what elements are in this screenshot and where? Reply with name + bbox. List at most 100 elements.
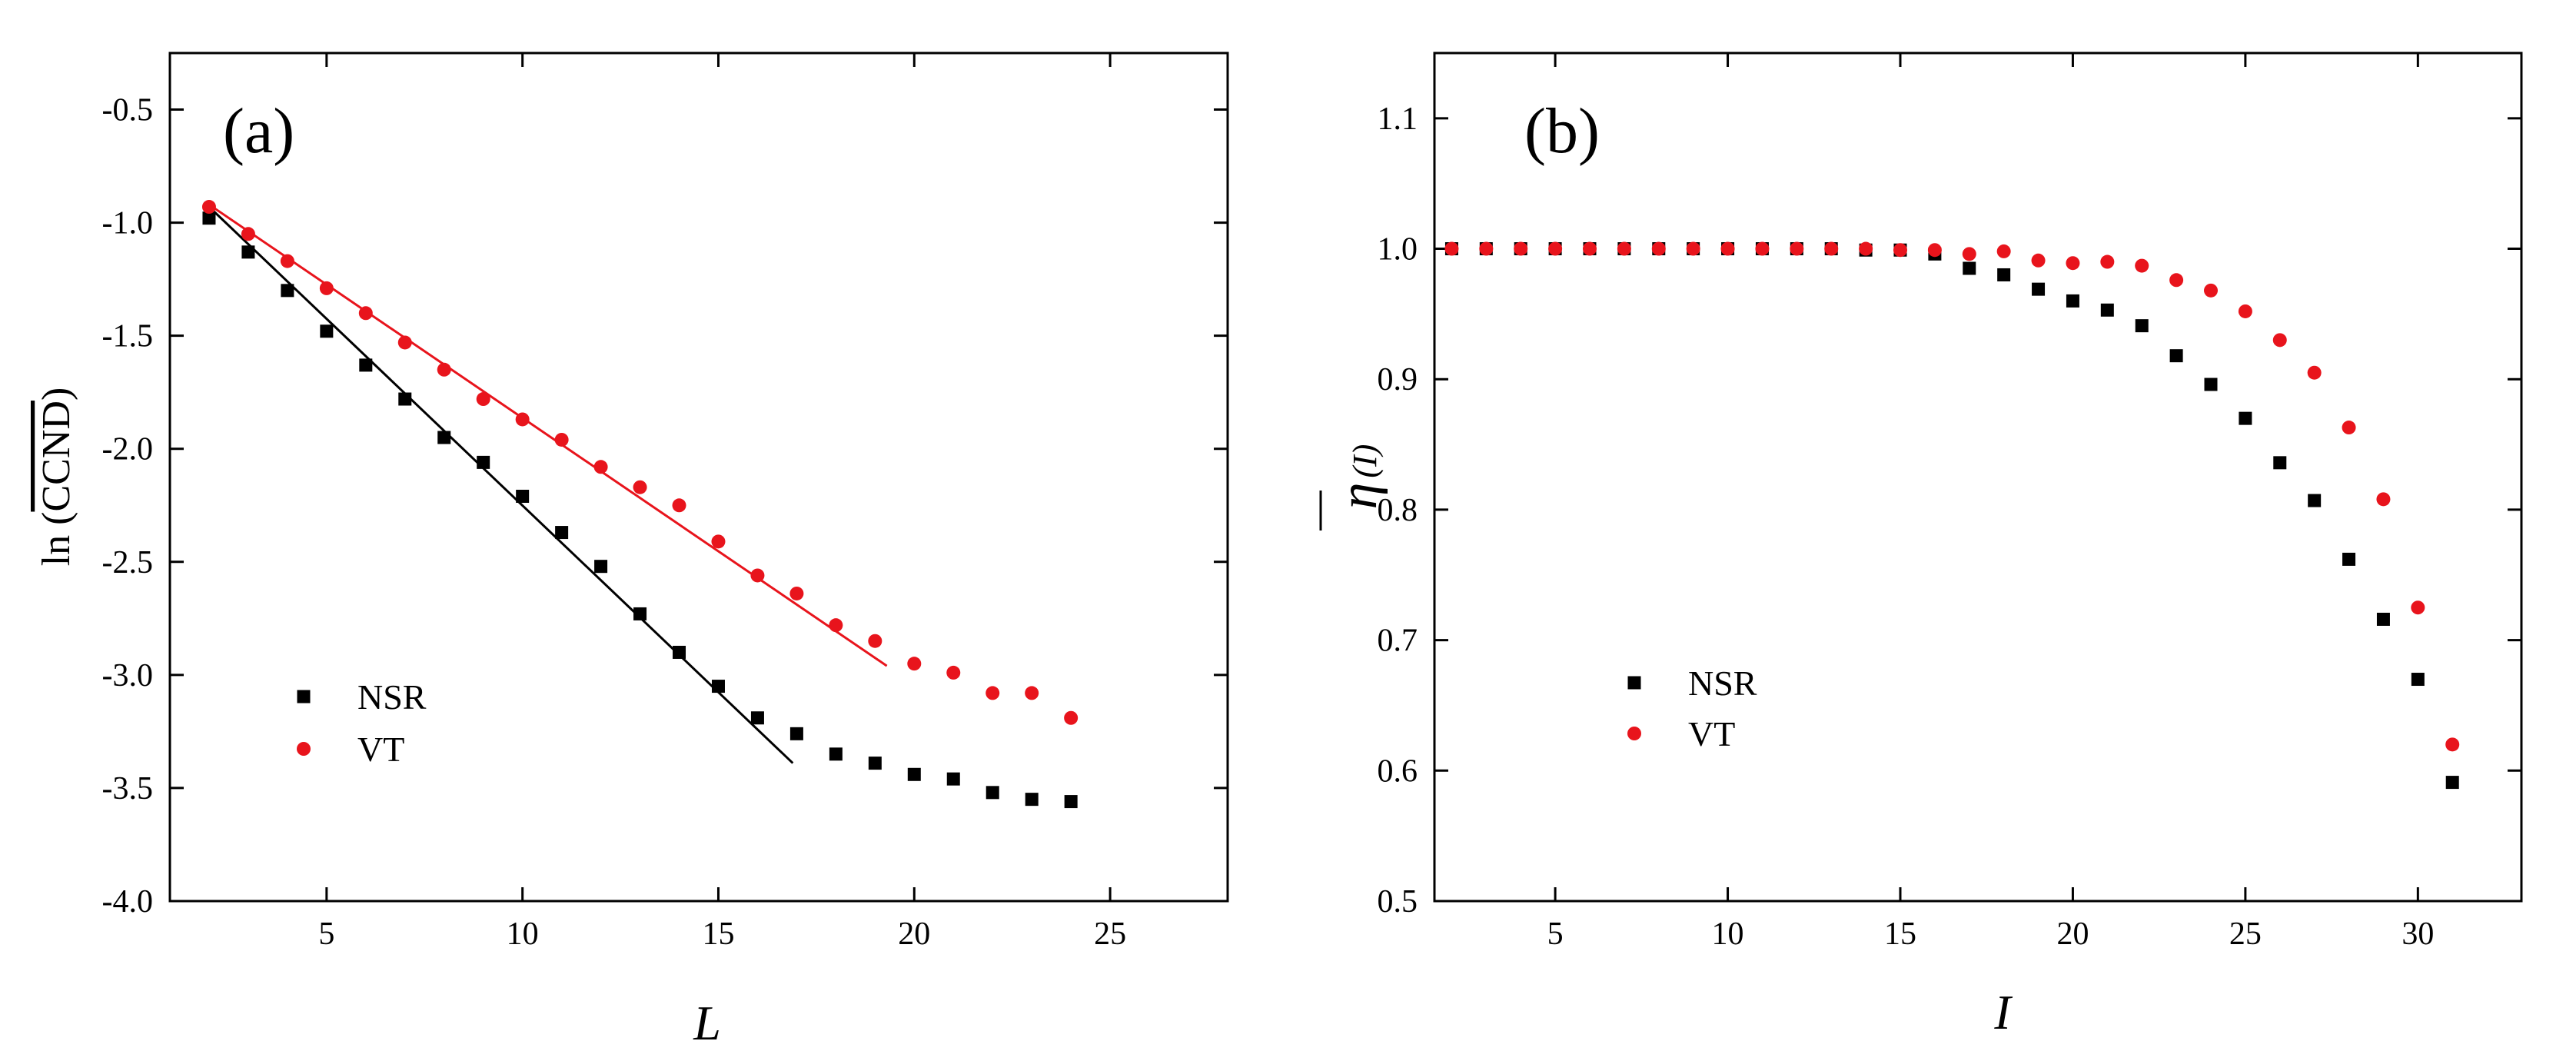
- panel-a-label: (a): [223, 95, 294, 167]
- data-point-nsr: [2445, 776, 2459, 790]
- data-point-nsr: [2376, 612, 2390, 626]
- data-point-vt: [946, 665, 961, 680]
- legend-marker-nsr: [297, 690, 311, 703]
- panel-a-y-axis-title-overlined: CCND: [35, 401, 78, 511]
- data-point-nsr: [555, 526, 569, 540]
- x-tick-label: 15: [1884, 916, 1916, 952]
- y-tick-label: -2.0: [102, 432, 154, 467]
- data-point-vt: [1962, 247, 1976, 261]
- data-point-nsr: [398, 392, 412, 406]
- data-point-nsr: [1064, 795, 1078, 809]
- data-point-nsr: [2273, 456, 2287, 470]
- data-point-vt: [241, 227, 255, 241]
- data-point-vt: [515, 412, 530, 427]
- panel-b-x-axis-title: I: [1993, 985, 2013, 1039]
- svg-text:η(I): η (I): [1329, 444, 1388, 510]
- data-point-vt: [280, 254, 294, 268]
- y-tick-label: 1.0: [1378, 232, 1418, 268]
- legend-label-vt: VT: [357, 730, 404, 769]
- data-point-vt: [1514, 241, 1528, 256]
- panel-a-fit-lines: [208, 203, 888, 764]
- panel-a: 5 10 15 20 25 -4.0 -3.5 -3.0 -2.5 -2.0 -1.5 -1.0 -0.…: [35, 52, 1229, 1050]
- data-point-nsr: [1997, 268, 2011, 281]
- data-point-nsr: [868, 757, 882, 770]
- data-point-vt: [201, 200, 216, 215]
- data-point-vt: [1548, 241, 1563, 256]
- y-tick-label: 0.8: [1378, 493, 1418, 528]
- x-tick-label: 20: [898, 916, 930, 952]
- panel-b-y-axis-title: η (I): [1319, 444, 1388, 530]
- data-point-vt: [554, 432, 569, 447]
- data-point-nsr: [516, 490, 530, 504]
- panel-b-legend: NSR VT: [1627, 664, 1757, 753]
- data-point-vt: [2342, 421, 2356, 435]
- data-point-vt: [907, 657, 922, 671]
- x-tick-label: 10: [1712, 916, 1744, 952]
- panel-a-y-axis-title: ln (CCND): [35, 387, 78, 567]
- data-point-vt: [1720, 241, 1735, 256]
- data-point-nsr: [750, 711, 764, 725]
- data-point-nsr: [711, 680, 725, 693]
- data-point-vt: [437, 362, 451, 377]
- data-point-vt: [1025, 686, 1039, 700]
- svg-text:ln (CCND): ln (CCND): [35, 387, 78, 567]
- data-point-vt: [2204, 283, 2218, 298]
- data-point-vt: [2135, 258, 2149, 273]
- data-point-vt: [1651, 241, 1666, 256]
- panel-b-plot-frame: [1433, 52, 2523, 903]
- data-point-vt: [2066, 256, 2080, 271]
- legend-marker-vt: [1627, 727, 1641, 740]
- data-point-vt: [1824, 241, 1839, 256]
- data-point-vt: [2031, 253, 2046, 268]
- data-point-nsr: [986, 786, 999, 800]
- data-point-vt: [2411, 600, 2425, 615]
- legend-label-vt: VT: [1688, 714, 1735, 753]
- data-point-vt: [1755, 241, 1770, 256]
- legend-label-nsr: NSR: [357, 677, 427, 717]
- x-tick-label: 30: [2401, 916, 2434, 952]
- data-point-vt: [2307, 365, 2322, 380]
- data-point-nsr: [673, 645, 686, 659]
- data-point-nsr: [320, 324, 334, 338]
- data-point-nsr: [2100, 303, 2114, 317]
- legend-marker-nsr: [1627, 676, 1641, 690]
- data-point-vt: [397, 335, 412, 350]
- panel-a-x-axis-title: L: [693, 996, 721, 1050]
- data-point-vt: [2445, 737, 2460, 752]
- data-point-nsr: [241, 245, 255, 259]
- data-point-nsr: [1963, 261, 1976, 275]
- data-point-nsr: [2411, 673, 2425, 687]
- y-tick-label: -2.5: [102, 545, 154, 580]
- data-point-vt: [711, 534, 726, 549]
- data-point-vt: [633, 480, 647, 494]
- legend-marker-vt: [297, 742, 311, 756]
- data-point-vt: [829, 618, 843, 633]
- data-point-vt: [1927, 243, 1942, 258]
- data-point-vt: [1893, 243, 1907, 258]
- data-point-vt: [750, 568, 765, 583]
- panel-b-y-axis-title-eta: η: [1329, 483, 1388, 510]
- data-point-nsr: [1025, 793, 1039, 807]
- data-point-nsr: [633, 607, 647, 620]
- panel-a-plot-frame: [168, 52, 1229, 903]
- data-point-nsr: [202, 211, 216, 225]
- data-point-nsr: [946, 772, 960, 786]
- data-point-vt: [2238, 304, 2252, 318]
- panel-a-y-axis-title-suffix: ): [35, 387, 78, 401]
- data-point-nsr: [437, 431, 451, 444]
- y-tick-label: 0.9: [1378, 362, 1418, 397]
- panel-b-label: (b): [1524, 95, 1600, 167]
- data-point-nsr: [2308, 494, 2322, 507]
- data-point-nsr: [907, 767, 921, 781]
- y-tick-label: -3.0: [102, 658, 154, 693]
- panel-b: 5 10 15 20 25 30 0.5 0.6 0.7 0.8 0.9 1.0 1.1 (b) I η…: [1319, 52, 2523, 1039]
- x-tick-label: 10: [507, 916, 539, 952]
- data-point-vt: [672, 498, 686, 513]
- legend-label-nsr: NSR: [1688, 664, 1757, 703]
- x-tick-label: 25: [1094, 916, 1126, 952]
- y-tick-label: 1.1: [1378, 101, 1418, 137]
- data-point-vt: [358, 306, 373, 321]
- y-tick-label: 0.5: [1378, 884, 1418, 920]
- fit-line-vt: [208, 203, 888, 667]
